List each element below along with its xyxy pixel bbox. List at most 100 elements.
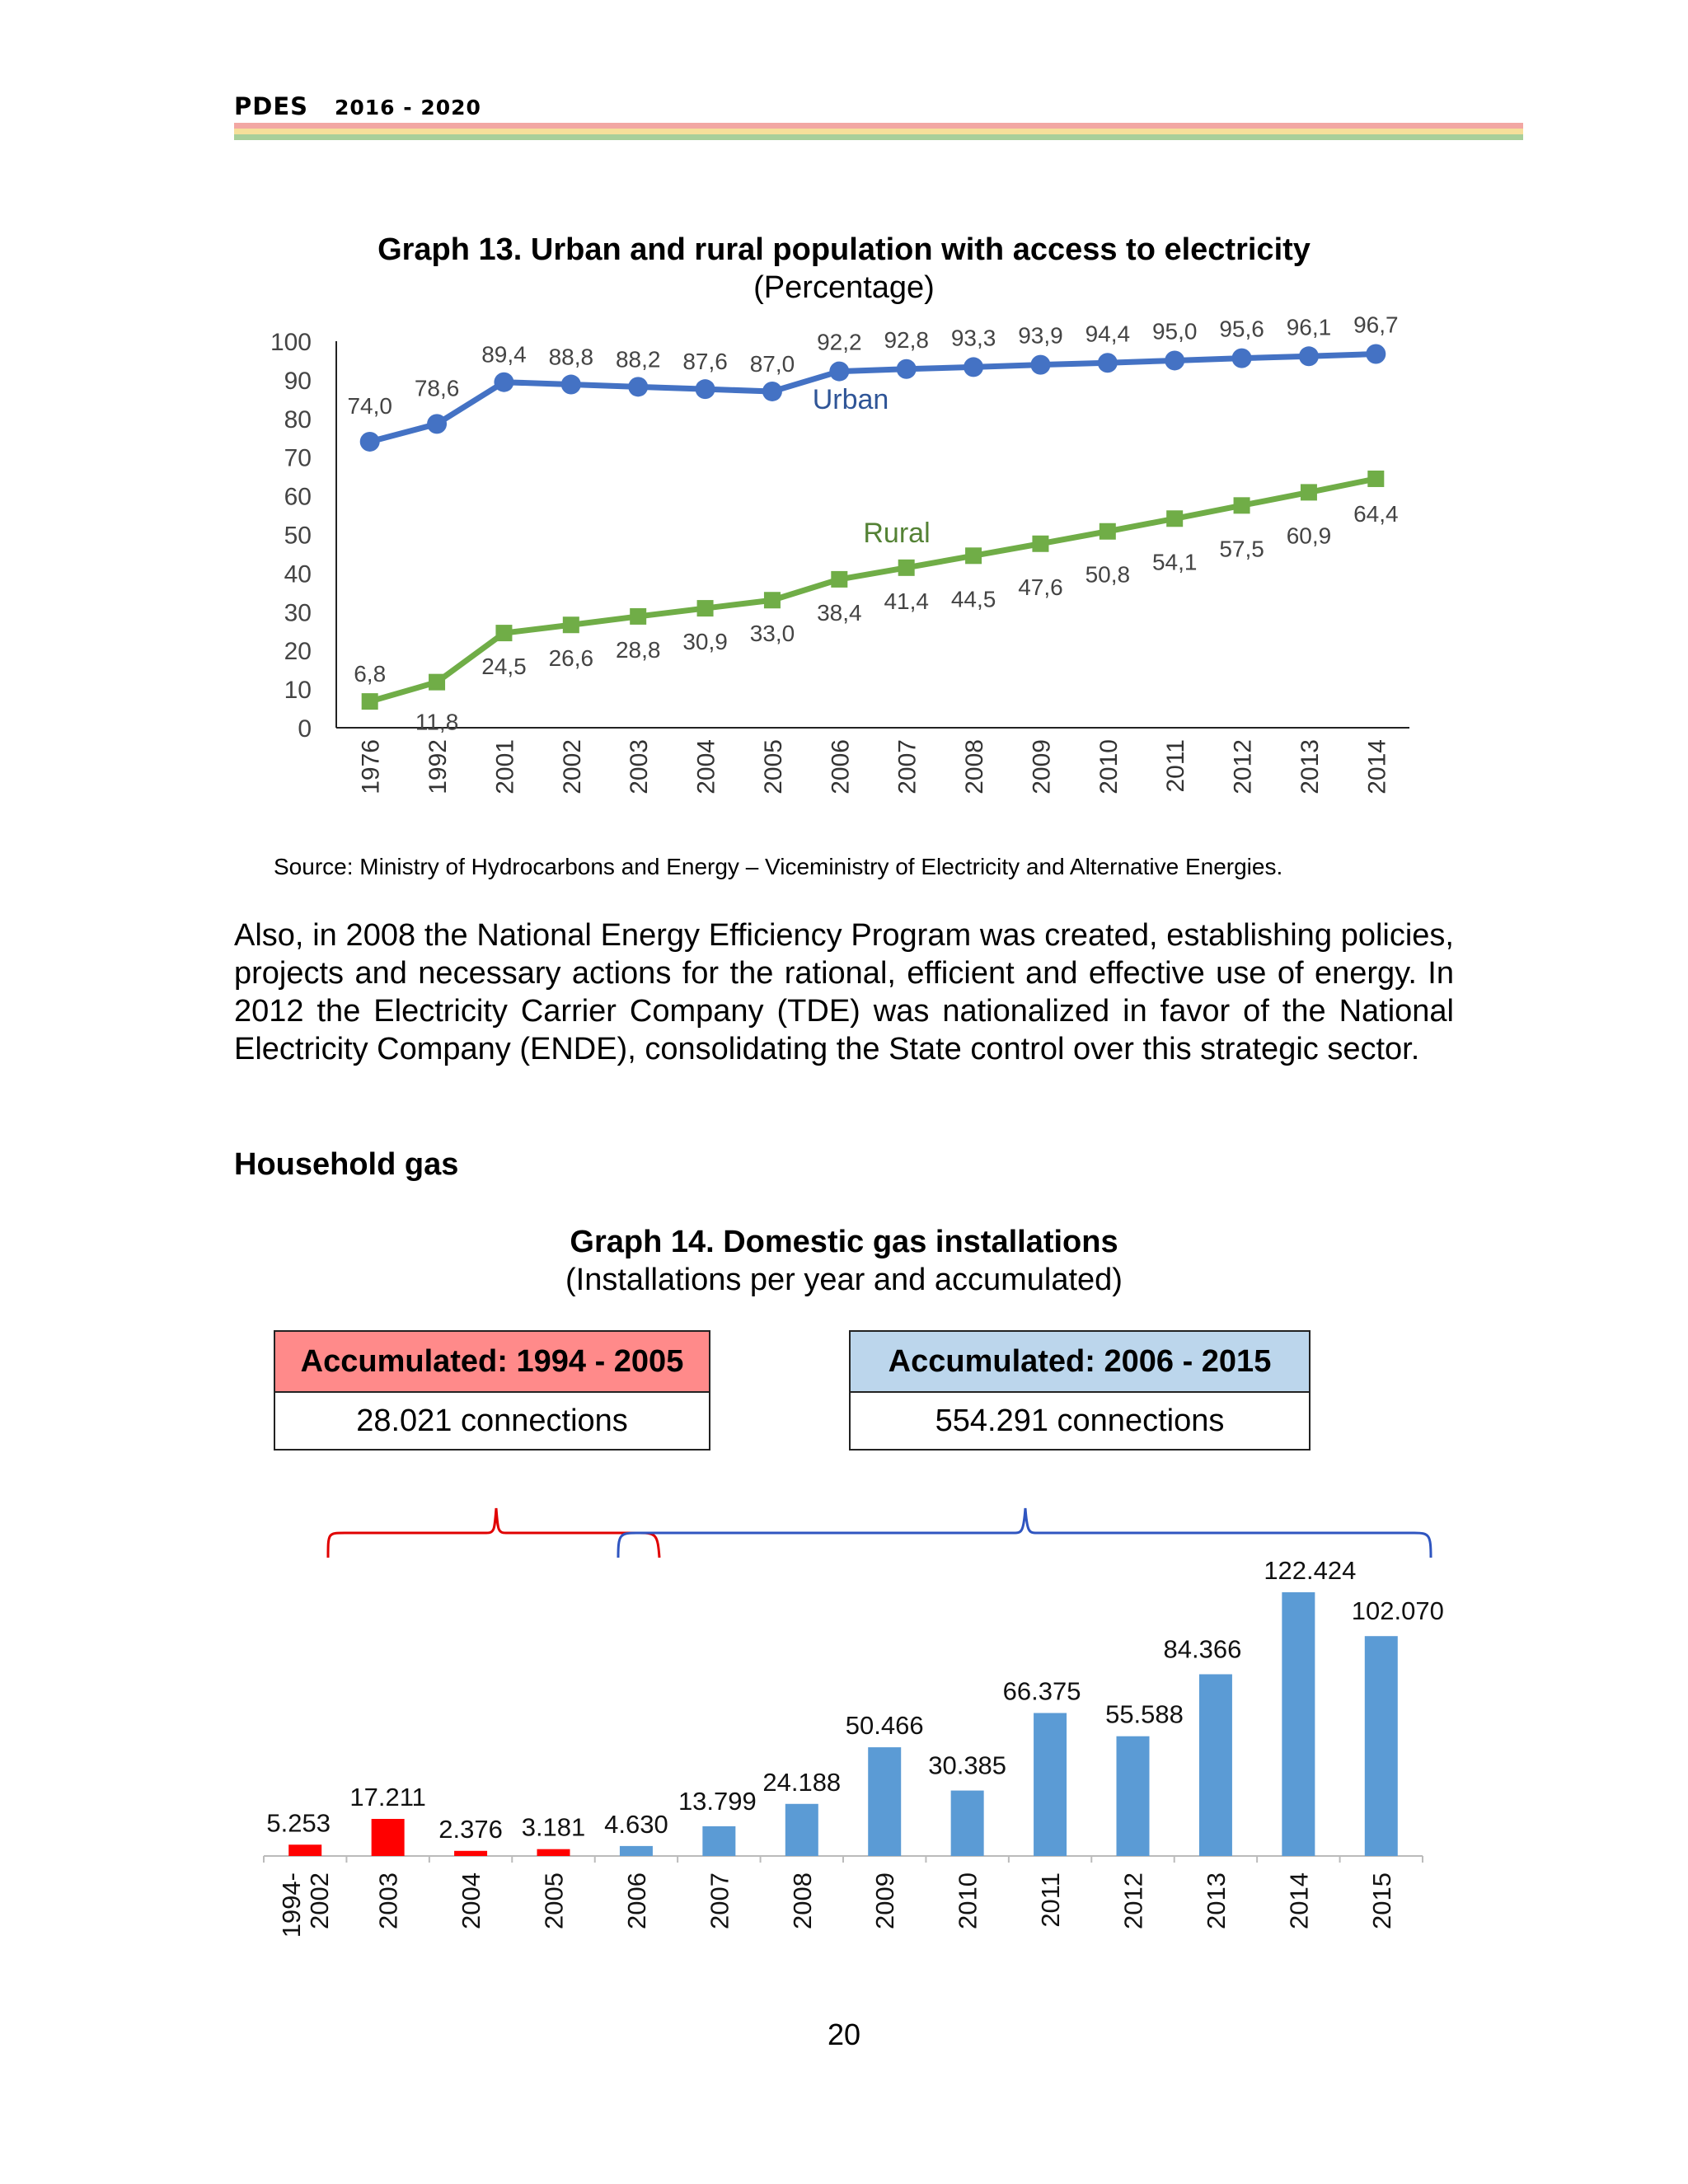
- graph14-x-tick-label: 2008: [788, 1872, 817, 1929]
- graph14-data-label: 66.375: [1003, 1677, 1081, 1706]
- graph13-point-rural: [763, 592, 781, 609]
- graph14-data-label: 17.211: [349, 1783, 426, 1811]
- graph14-bar: [288, 1844, 322, 1856]
- graph14-x-tick-label: 2012: [1119, 1872, 1148, 1929]
- graph14-x-tick-label: 2013: [1202, 1872, 1231, 1929]
- graph13-point-rural: [831, 570, 848, 588]
- graph13-point-urban: [1030, 354, 1051, 375]
- graph13-y-tick-label: 20: [284, 638, 312, 665]
- header-stripe-yellow: [234, 129, 1523, 134]
- graph14-x-tick-label: 2007: [705, 1872, 734, 1929]
- bracket-1994-2005: [326, 1507, 661, 1558]
- graph13-y-tick-label: 30: [284, 599, 312, 626]
- graph13-y-tick-label: 0: [298, 715, 312, 743]
- graph13-point-rural: [1166, 510, 1184, 527]
- graph13-point-rural: [1099, 523, 1116, 540]
- graph13-data-label-rural: 60,9: [1287, 523, 1332, 548]
- graph13-data-label-urban: 92,2: [817, 330, 862, 355]
- graph13-point-urban: [829, 361, 850, 382]
- page-number: 20: [827, 2018, 861, 2051]
- graph13-data-label-urban: 95,6: [1219, 316, 1264, 342]
- graph13-y-tick-label: 10: [284, 677, 312, 704]
- graph14-bar: [454, 1850, 488, 1856]
- graph13-data-label-urban: 87,6: [682, 349, 728, 374]
- graph14-x-tick-label: 2005: [540, 1872, 569, 1929]
- graph13-point-urban: [494, 372, 514, 392]
- graph13-data-label-urban: 87,0: [750, 351, 795, 377]
- graph13-data-label-rural: 64,4: [1353, 501, 1399, 527]
- graph14-bar: [702, 1825, 736, 1856]
- graph14-bar: [1034, 1713, 1067, 1856]
- graph14-bar: [371, 1819, 405, 1856]
- graph13-point-urban: [896, 359, 917, 379]
- graph14-x-tick-label: 1994-2002: [277, 1872, 334, 1938]
- graph13-x-tick-label: 2003: [626, 739, 653, 794]
- graph13-point-rural: [630, 607, 647, 625]
- graph13-point-rural: [898, 559, 915, 576]
- graph14-title: Graph 14. Domestic gas installations: [570, 1225, 1118, 1259]
- graph13-series-line-urban: [368, 350, 1376, 445]
- graph13-x-tick-label: 2004: [693, 739, 720, 794]
- graph13-point-urban: [964, 357, 984, 377]
- header-stripe-green: [234, 134, 1523, 140]
- graph13-x-tick-label: 2014: [1363, 739, 1390, 794]
- graph13-y-tick-label: 60: [284, 484, 312, 511]
- graph13-data-label-urban: 92,8: [884, 327, 929, 353]
- graph13-point-urban: [427, 414, 448, 434]
- graph13-data-label-rural: 30,9: [682, 629, 728, 654]
- graph13-x-tick-label: 1976: [358, 739, 385, 794]
- graph13-x-tick-label: 2005: [760, 739, 787, 794]
- graph14-x-tick-label: 2004: [457, 1872, 485, 1929]
- graph13-point-rural: [1233, 497, 1250, 514]
- graph14-bar: [1116, 1736, 1150, 1856]
- graph13-point-rural: [495, 625, 513, 642]
- graph13-data-label-rural: 57,5: [1219, 536, 1264, 561]
- graph13-data-label-urban: 74,0: [347, 393, 392, 419]
- graph13-data-label-urban: 93,3: [951, 325, 996, 350]
- accumulated-box-1-header: Accumulated: 1994 - 2005: [275, 1332, 709, 1393]
- graph14-data-label: 2.376: [438, 1815, 503, 1844]
- graph14-data-label: 3.181: [522, 1813, 586, 1842]
- graph13-x-tick-label: 2013: [1296, 739, 1324, 794]
- graph13-point-urban: [359, 431, 380, 452]
- graph13-x-tick-label: 2008: [961, 739, 988, 794]
- graph13-data-label-rural: 11,8: [415, 710, 458, 735]
- graph13-x-tick-label: 2009: [1028, 739, 1055, 794]
- graph14-data-label: 30.385: [928, 1751, 1006, 1780]
- header-years: 2016 - 2020: [335, 96, 481, 120]
- accumulated-box-2-header: Accumulated: 2006 - 2015: [851, 1332, 1309, 1393]
- graph14-bar: [1198, 1674, 1232, 1856]
- graph13-series-name-urban: Urban: [813, 384, 889, 415]
- graph13-series-name-rural: Rural: [863, 518, 930, 549]
- graph14-bar: [1282, 1592, 1315, 1856]
- graph13-data-label-urban: 88,2: [616, 346, 661, 372]
- graph13-data-label-urban: 96,7: [1353, 313, 1399, 337]
- graph13-data-label-rural: 54,1: [1152, 549, 1198, 574]
- graph13-point-rural: [1300, 484, 1317, 501]
- graph13-y-tick-label: 100: [270, 329, 312, 356]
- graph13-data-label-rural: 47,6: [1018, 574, 1063, 600]
- graph13-subtitle: (Percentage): [753, 270, 935, 305]
- page-header: PDES 2016 - 2020: [234, 92, 1523, 150]
- graph13-point-rural: [1032, 535, 1049, 552]
- accumulated-box-1994-2005: Accumulated: 1994 - 2005 28.021 connecti…: [274, 1330, 710, 1451]
- graph13-data-label-urban: 93,9: [1018, 323, 1063, 349]
- graph13-x-tick-label: 1992: [424, 739, 452, 794]
- graph13-data-label-rural: 24,5: [481, 654, 527, 679]
- header-stripe-red: [234, 123, 1523, 129]
- graph13-point-rural: [361, 693, 378, 710]
- graph13-x-tick-label: 2010: [1095, 739, 1123, 794]
- graph14-data-label: 5.253: [266, 1808, 331, 1837]
- graph14-bar: [950, 1790, 984, 1856]
- graph14-x-tick-label: 2011: [1036, 1872, 1065, 1928]
- graph14-x-tick-label: 2010: [954, 1872, 982, 1929]
- graph13-data-label-rural: 26,6: [549, 645, 594, 671]
- graph13-data-label-urban: 94,4: [1085, 321, 1131, 346]
- graph13-x-tick-label: 2011: [1162, 739, 1189, 793]
- graph13-point-urban: [560, 374, 581, 395]
- graph13-data-label-urban: 96,1: [1287, 314, 1332, 340]
- graph14-subtitle: (Installations per year and accumulated): [565, 1263, 1123, 1297]
- graph13-data-label-rural: 28,8: [616, 637, 661, 663]
- graph14-x-tick-label: 2006: [622, 1872, 651, 1929]
- graph13-chart: 0 10 20 30 40 50 60 70 80 90 100 1976 1992 2001 2002 20…: [270, 313, 1409, 794]
